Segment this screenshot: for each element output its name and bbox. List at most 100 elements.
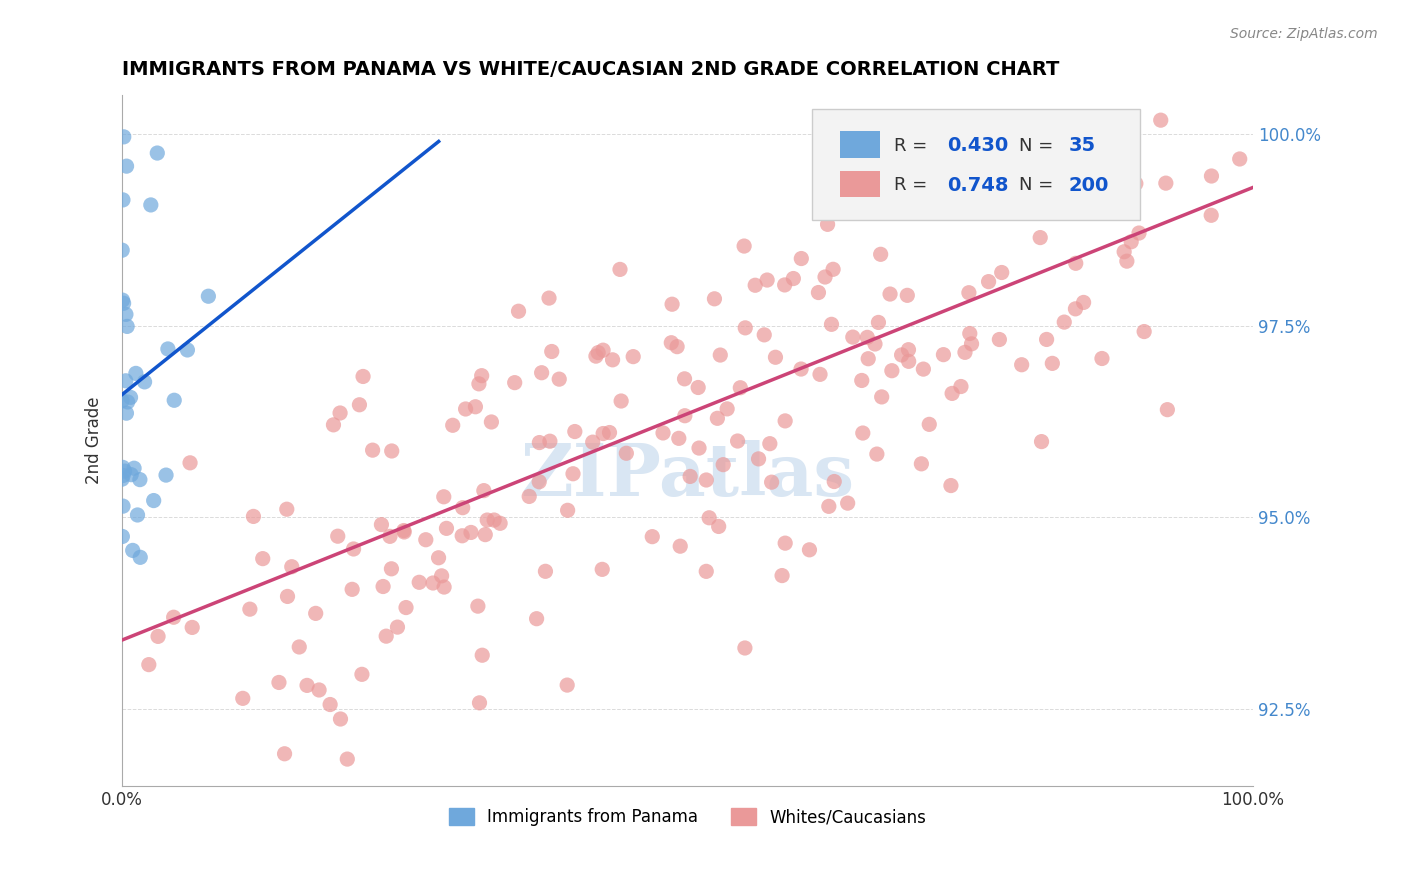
Point (754, 327, 776, 342)
Point (273, 747, 295, 761)
Point (679, 469, 702, 483)
Point (621, 350, 644, 364)
Point (139, 198, 162, 212)
Point (181, 620, 204, 634)
Point (340, 582, 363, 597)
Point (526, 612, 548, 626)
Point (748, 451, 770, 466)
Point (1128, 226, 1150, 240)
Point (1199, 208, 1222, 222)
Point (451, 529, 474, 543)
Text: 200: 200 (1069, 176, 1109, 194)
Point (932, 348, 955, 362)
Point (121, 543, 143, 558)
Point (529, 435, 551, 450)
Point (1201, 169, 1223, 183)
Point (688, 380, 710, 394)
Legend: Immigrants from Panama, Whites/Caucasians: Immigrants from Panama, Whites/Caucasian… (441, 801, 934, 832)
Point (1154, 176, 1177, 190)
Point (799, 542, 821, 557)
Point (773, 536, 796, 550)
Point (863, 337, 886, 351)
Point (122, 461, 145, 475)
Point (146, 629, 169, 643)
Point (807, 285, 830, 300)
Point (820, 318, 842, 332)
Point (817, 218, 839, 232)
Point (472, 483, 495, 498)
Point (163, 393, 186, 408)
FancyBboxPatch shape (841, 170, 880, 197)
Point (378, 529, 401, 543)
Point (880, 364, 903, 378)
Point (454, 402, 477, 417)
Point (1064, 301, 1087, 316)
Point (468, 696, 491, 710)
Point (471, 368, 494, 383)
Point (477, 513, 499, 527)
Point (392, 524, 415, 538)
Point (422, 576, 444, 591)
Text: Source: ZipAtlas.com: Source: ZipAtlas.com (1230, 27, 1378, 41)
Point (1062, 131, 1084, 145)
Point (433, 580, 456, 594)
Point (709, 348, 731, 362)
Point (959, 326, 981, 341)
Point (305, 607, 328, 621)
Point (530, 366, 553, 380)
Point (910, 457, 932, 471)
Point (329, 406, 352, 420)
Point (1029, 230, 1052, 244)
Point (856, 330, 879, 344)
Point (773, 414, 796, 428)
Point (557, 503, 579, 517)
Point (322, 417, 344, 432)
Point (114, 464, 136, 478)
Point (912, 362, 935, 376)
Point (342, 541, 364, 556)
Point (673, 409, 696, 423)
Point (281, 559, 304, 574)
Point (489, 516, 512, 531)
Point (117, 395, 139, 409)
Point (1031, 434, 1053, 449)
Point (163, 610, 186, 624)
Y-axis label: 2nd Grade: 2nd Grade (86, 397, 103, 484)
Point (599, 425, 621, 440)
Point (582, 435, 605, 450)
Point (111, 193, 134, 207)
Point (146, 146, 169, 161)
Point (897, 343, 920, 357)
Text: R =: R = (894, 177, 934, 194)
Point (610, 394, 633, 409)
Point (823, 475, 845, 489)
Point (879, 287, 901, 301)
Point (960, 336, 983, 351)
Point (482, 513, 505, 527)
Point (666, 340, 689, 354)
Point (866, 447, 889, 461)
Point (111, 293, 134, 307)
Point (817, 500, 839, 514)
Point (371, 580, 394, 594)
Point (197, 289, 219, 303)
Point (1035, 333, 1057, 347)
Point (441, 418, 464, 433)
Point (179, 456, 201, 470)
Point (957, 285, 980, 300)
Point (918, 417, 941, 432)
Text: 35: 35 (1069, 136, 1095, 155)
Point (765, 351, 787, 365)
Point (759, 436, 782, 450)
Point (381, 444, 404, 458)
Point (128, 473, 150, 487)
Point (1040, 356, 1063, 370)
Point (1125, 177, 1147, 191)
Point (276, 590, 298, 604)
Point (276, 502, 298, 516)
Point (548, 372, 571, 386)
Point (1229, 152, 1251, 166)
Point (408, 575, 430, 590)
Point (527, 475, 550, 489)
Point (433, 490, 456, 504)
